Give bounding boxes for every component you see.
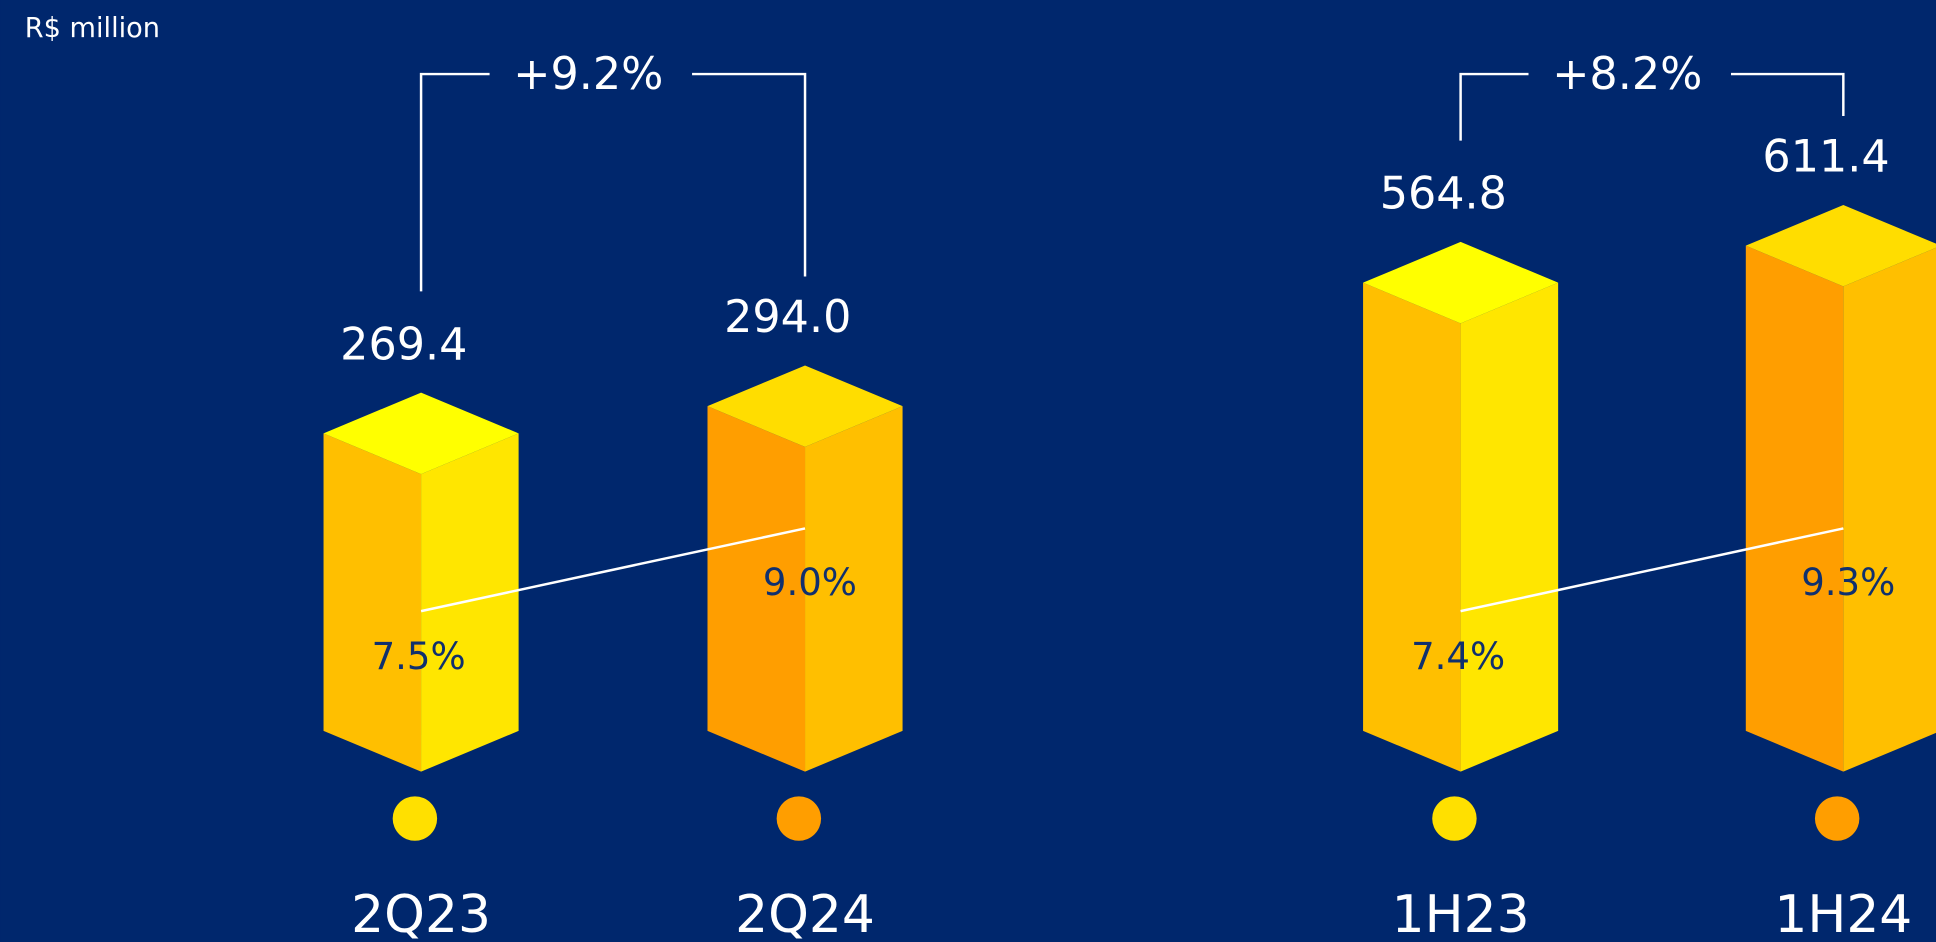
bar-top-face	[707, 365, 903, 447]
growth-label: +9.2%	[513, 49, 663, 100]
value-label: 294.0	[724, 292, 851, 343]
category-label: 2Q24	[735, 885, 875, 942]
bar-top-face	[1745, 204, 1936, 287]
margin-line	[420, 527, 806, 613]
value-label: 564.8	[1380, 169, 1507, 220]
bar-left-face	[707, 406, 806, 772]
legend-dot	[1432, 796, 1477, 841]
bar-right-face	[1460, 282, 1559, 772]
growth-bracket	[692, 72, 807, 277]
legend-dot	[776, 796, 822, 841]
unit-label: R$ million	[25, 13, 160, 44]
legend-dot	[392, 796, 438, 841]
category-label: 2Q23	[351, 885, 491, 942]
growth-bracket	[1730, 72, 1845, 117]
growth-bracket	[1459, 72, 1529, 141]
value-label: 269.4	[340, 319, 467, 370]
margin-line	[1460, 527, 1844, 613]
category-label: 1H23	[1392, 885, 1530, 942]
bar-right-face	[805, 406, 903, 772]
margin-label: 7.5%	[372, 635, 466, 678]
bar-right-face	[421, 433, 519, 772]
bar-left-face	[1745, 245, 1844, 772]
margin-label: 9.3%	[1801, 561, 1895, 604]
category-label: 1H24	[1774, 885, 1912, 942]
margin-label: 9.0%	[763, 561, 857, 604]
value-label: 611.4	[1762, 132, 1889, 183]
growth-label: +8.2%	[1552, 49, 1702, 100]
bar-top-face	[323, 392, 519, 475]
bar-left-face	[323, 433, 422, 772]
bar-right-face	[1843, 247, 1936, 772]
bar-left-face	[1363, 282, 1461, 772]
margin-label: 7.4%	[1411, 635, 1505, 678]
legend-dot	[1814, 796, 1860, 841]
growth-bracket	[419, 72, 490, 292]
